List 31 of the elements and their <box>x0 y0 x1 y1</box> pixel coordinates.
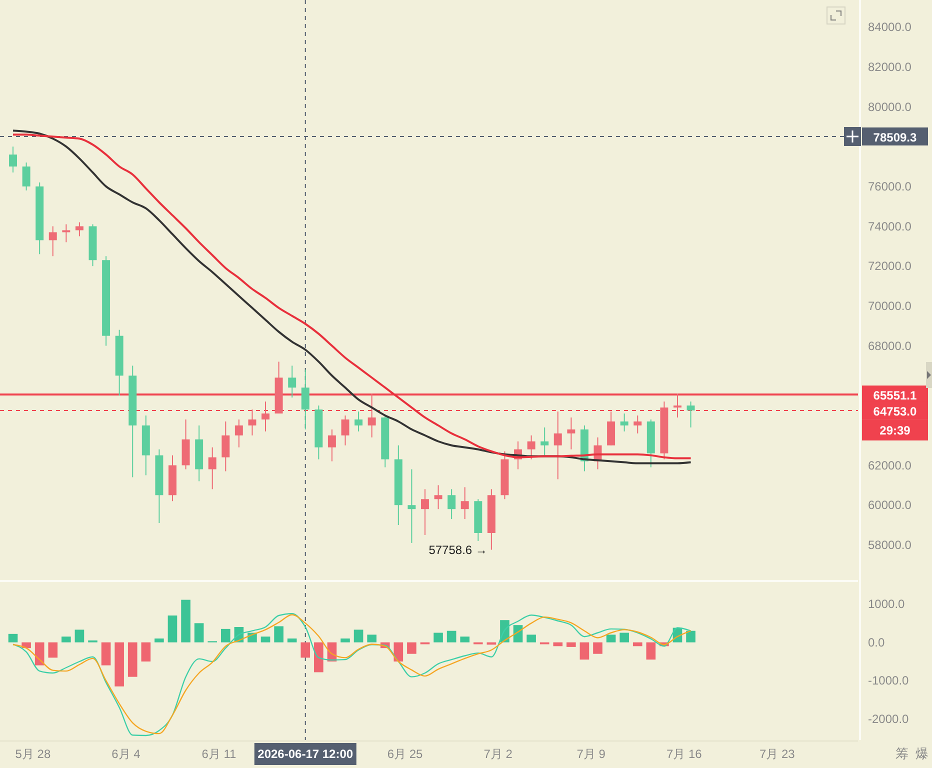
annotation: 57758.6 → <box>428 542 488 557</box>
x-tick-label: 7月 9 <box>576 747 606 761</box>
text: 29:39 <box>880 423 911 438</box>
y-tick-label: 62000.0 <box>868 458 912 472</box>
x-tick-label: 7月 23 <box>759 747 796 761</box>
y-tick-label: -2000.0 <box>868 712 910 726</box>
y-tick-label: 0.0 <box>868 635 886 650</box>
y-tick-label: 74000.0 <box>868 219 912 234</box>
y-tick-label: 70000.0 <box>868 298 912 313</box>
x-tick-label: 7月 2 <box>484 747 513 761</box>
y-tick-label: 1000.0 <box>868 597 906 612</box>
x-tick-label: 7月 16 <box>666 747 702 761</box>
y-tick-label: 84000.0 <box>868 20 912 34</box>
y-tick-label: 72000.0 <box>868 259 912 274</box>
ref-line-label: 65551.1 <box>873 388 918 403</box>
x-tick-label: 6月 4 <box>112 747 141 761</box>
text: 筹 <box>896 746 908 761</box>
y-tick-label: 82000.0 <box>868 60 912 74</box>
y-tick-label: 80000.0 <box>868 100 912 114</box>
x-tick-label: 5月 28 <box>15 747 51 761</box>
y-tick-label: 68000.0 <box>868 338 912 353</box>
text: 爆 <box>916 746 928 761</box>
ref-line-label: 64753.0 <box>873 404 918 418</box>
x-tick-label: 6月 11 <box>202 747 237 761</box>
y-tick-label: -1000.0 <box>868 674 910 688</box>
y-tick-label: 58000.0 <box>868 538 912 552</box>
y-tick-label: 60000.0 <box>868 498 912 512</box>
x-tick-label: 6月 25 <box>387 747 424 761</box>
y-tick-label: 76000.0 <box>868 179 912 194</box>
ref-line-label: 78509.3 <box>873 130 918 144</box>
ref-line-label: 2026-06-17 12:00 <box>258 747 354 761</box>
